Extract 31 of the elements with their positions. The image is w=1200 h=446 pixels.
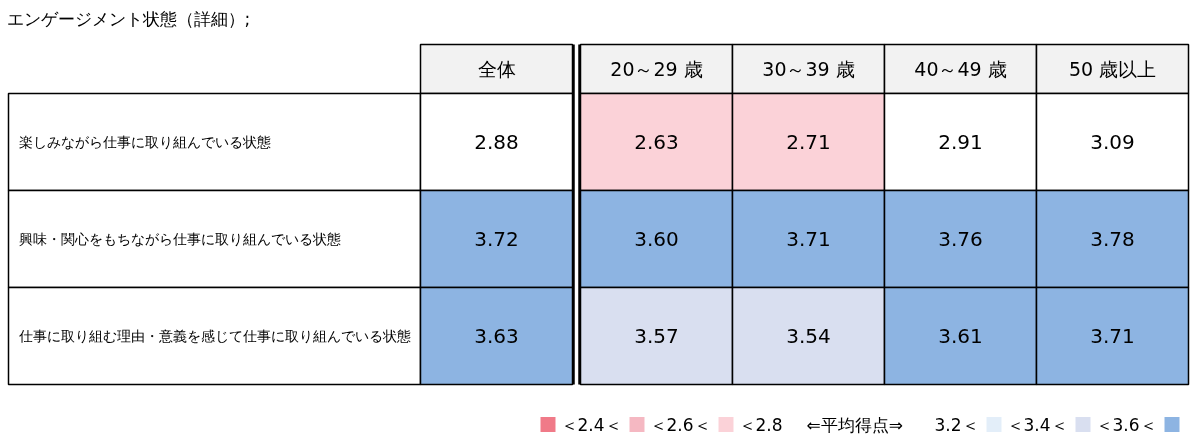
- data-label: 3.76: [938, 227, 983, 251]
- annotation: ＜2.6＜: [649, 414, 711, 435]
- x-tick-label: 30～39 歳: [762, 58, 855, 80]
- y-tick-label: 仕事に取り組む理由・意義を感じて仕事に取り組んでいる状態: [17, 328, 411, 344]
- x-tick-label: 20～29 歳: [610, 58, 703, 80]
- data-label: 2.88: [474, 130, 519, 154]
- data-label: 3.61: [938, 324, 983, 348]
- x-tick-label: 50 歳以上: [1068, 58, 1157, 80]
- data-label: 3.60: [634, 227, 679, 251]
- data-label: 3.54: [786, 324, 831, 348]
- annotation: ＜3.4＜: [1006, 414, 1068, 435]
- data-label: 3.63: [474, 324, 519, 348]
- data-label: 2.63: [634, 130, 679, 154]
- annotation: ＜3.6＜: [1095, 414, 1157, 435]
- y-tick-label: 楽しみながら仕事に取り組んでいる状態: [18, 134, 271, 150]
- data-label: 3.78: [1090, 227, 1135, 251]
- data-label: 2.71: [786, 130, 831, 154]
- annotation: ＜2.8: [738, 414, 783, 435]
- data-label: 3.09: [1090, 130, 1135, 154]
- data-label: 3.71: [786, 227, 831, 251]
- annotation: ＜2.4＜: [560, 414, 622, 435]
- annotation: ⇐平均得点⇒: [806, 414, 903, 435]
- text: エンゲージメント状態（詳細）;: [6, 8, 251, 29]
- data-label: 3.72: [474, 227, 519, 251]
- annotation: 3.2＜: [934, 414, 979, 435]
- x-tick-label: 全体: [477, 58, 516, 80]
- data-label: 3.71: [1090, 324, 1135, 348]
- data-label: 3.57: [634, 324, 679, 348]
- y-tick-label: 興味・関心をもちながら仕事に取り組んでいる状態: [18, 231, 341, 247]
- data-label: 2.91: [938, 130, 983, 154]
- x-tick-label: 40～49 歳: [914, 58, 1007, 80]
